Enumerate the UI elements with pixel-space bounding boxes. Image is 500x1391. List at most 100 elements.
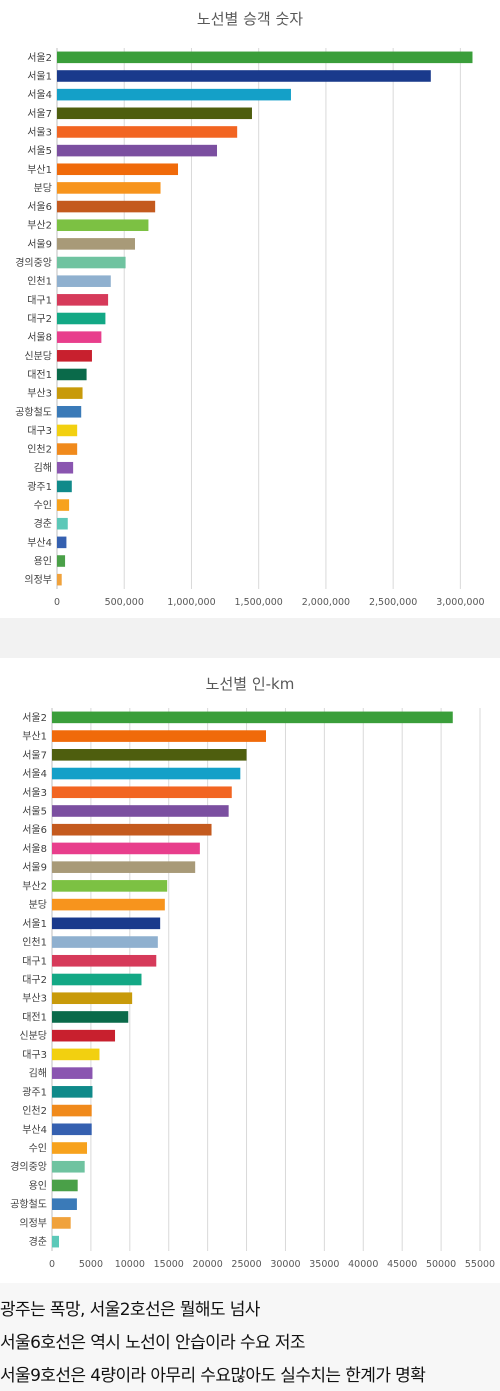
bar — [52, 936, 158, 948]
bar — [57, 107, 252, 120]
bar — [52, 823, 212, 836]
bar — [57, 70, 431, 82]
category-label: 부산4 — [22, 1124, 47, 1136]
bar — [52, 973, 142, 986]
chart-separator — [0, 618, 500, 658]
bar — [52, 1217, 71, 1229]
category-label: 서울5 — [22, 805, 47, 817]
category-label: 공항철도 — [15, 406, 52, 418]
category-label: 인천2 — [22, 1105, 47, 1117]
caption-block: 광주는 폭망, 서울2호선은 뭘해도 넘사 서울6호선은 역시 노선이 안습이라… — [0, 1283, 500, 1391]
bar — [57, 461, 74, 474]
category-label: 대구3 — [22, 1049, 47, 1061]
bar — [52, 1179, 78, 1192]
category-label: 대전1 — [27, 369, 52, 381]
bar — [57, 182, 161, 194]
category-label: 서울1 — [27, 70, 52, 82]
bar — [57, 331, 102, 343]
category-label: 부산3 — [27, 388, 52, 400]
chart-title: 노선별 승객 숫자 — [196, 10, 304, 28]
bar — [52, 786, 232, 799]
bar — [57, 424, 78, 437]
bar — [52, 805, 229, 817]
bar — [52, 1235, 60, 1248]
category-label: 서울6 — [27, 201, 52, 213]
chart-title: 노선별 인-km — [205, 675, 295, 693]
category-label: 서울9 — [22, 862, 47, 874]
category-label: 공항철도 — [10, 1199, 47, 1211]
bar — [52, 1067, 93, 1079]
category-label: 광주1 — [22, 1086, 47, 1098]
bar — [57, 350, 92, 362]
category-label: 인천1 — [27, 276, 52, 288]
x-tick-label: 1,000,000 — [167, 597, 215, 608]
category-label: 의정부 — [19, 1217, 47, 1229]
category-label: 용인 — [34, 556, 52, 568]
x-tick-label: 500,000 — [105, 597, 144, 608]
x-tick-label: 0 — [49, 1259, 55, 1270]
category-label: 서울7 — [22, 749, 47, 761]
bar — [52, 1086, 93, 1098]
bar — [52, 880, 168, 892]
bar — [52, 898, 165, 911]
category-label: 경의중앙 — [15, 256, 52, 269]
x-tick-label: 45000 — [387, 1259, 417, 1270]
category-label: 서울7 — [27, 108, 52, 120]
category-label: 서울8 — [22, 843, 47, 855]
category-label: 부산2 — [22, 880, 47, 892]
bar — [52, 1011, 129, 1023]
x-tick-label: 0 — [54, 597, 60, 608]
category-label: 김해 — [34, 461, 52, 474]
category-label: 신분당 — [19, 1030, 47, 1042]
category-label: 인천2 — [27, 444, 52, 456]
x-tick-label: 30000 — [270, 1259, 300, 1270]
bar — [57, 144, 218, 157]
bar — [57, 536, 67, 549]
x-tick-label: 40000 — [348, 1259, 378, 1270]
category-label: 수인 — [29, 1143, 47, 1155]
bar — [52, 749, 247, 761]
category-label: 김해 — [29, 1067, 47, 1080]
bar — [57, 51, 473, 64]
bar — [57, 499, 70, 511]
bar — [57, 126, 238, 138]
category-label: 서울1 — [22, 918, 47, 930]
category-label: 분당 — [29, 899, 47, 911]
category-label: 대구1 — [22, 955, 47, 967]
bar — [57, 387, 83, 399]
category-label: 부산4 — [27, 537, 52, 549]
bar — [57, 88, 291, 101]
category-label: 용인 — [29, 1180, 47, 1192]
x-tick-label: 20000 — [193, 1259, 223, 1270]
bar — [57, 480, 72, 493]
caption-line: 서울9호선은 4량이라 아무리 수요많아도 실수치는 한계가 명확 — [0, 1366, 426, 1386]
category-label: 서울5 — [27, 145, 52, 157]
bar — [52, 730, 266, 742]
x-tick-label: 3,000,000 — [436, 597, 484, 608]
bar — [57, 294, 109, 306]
category-label: 대전1 — [22, 1011, 47, 1023]
bar — [52, 1029, 116, 1042]
category-label: 부산3 — [22, 993, 47, 1005]
bar — [52, 954, 157, 967]
category-label: 의정부 — [24, 574, 52, 586]
category-label: 서울8 — [27, 332, 52, 344]
bar — [52, 1123, 92, 1136]
category-label: 대구3 — [27, 425, 52, 437]
bar — [57, 368, 87, 381]
bar — [57, 517, 68, 530]
bar — [52, 992, 133, 1005]
category-label: 서울9 — [27, 238, 52, 250]
bar — [52, 1104, 92, 1117]
category-label: 대구1 — [27, 294, 52, 306]
category-label: 서울3 — [27, 126, 52, 138]
caption-line: 서울6호선은 역시 노선이 안습이라 수요 저조 — [0, 1333, 306, 1353]
bar — [57, 405, 82, 418]
bar — [57, 219, 149, 232]
x-tick-label: 5000 — [79, 1259, 103, 1270]
category-label: 서울6 — [22, 824, 47, 836]
passenger-km-chart: 0 5000 10000 15000 20000 25000 30000 35000 40000… — [10, 708, 495, 1270]
bar — [57, 163, 179, 176]
category-label: 서울4 — [22, 768, 47, 780]
x-tick-label: 2,500,000 — [369, 597, 417, 608]
